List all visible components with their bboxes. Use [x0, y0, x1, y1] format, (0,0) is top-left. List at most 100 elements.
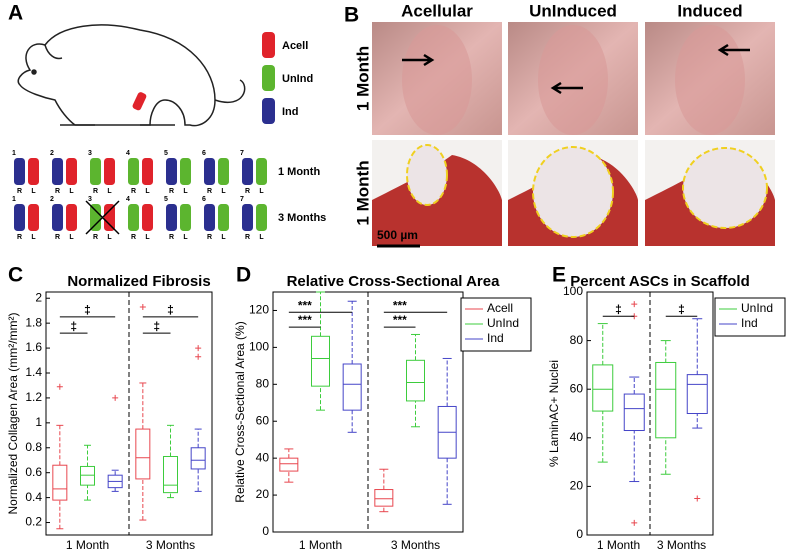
pair-number: 6	[202, 196, 206, 203]
box	[164, 456, 178, 492]
cylinder	[180, 204, 191, 231]
box	[624, 394, 644, 430]
legend-label: Acell	[487, 301, 513, 315]
panel-a: AcellUnIndInd1RL2RL3RL4RL5RL6RL7RL1 Mont…	[12, 32, 326, 241]
panel-label: E	[552, 264, 566, 287]
box-chart: CNormalized FibrosisNormalized Collagen …	[6, 264, 212, 552]
y-tick-label: 0.2	[25, 515, 42, 529]
box	[343, 364, 361, 410]
x-tick-label: 3 Months	[391, 538, 440, 552]
cylinder	[256, 204, 267, 231]
scaffold	[407, 145, 447, 205]
cylinder	[14, 158, 25, 185]
panel-label: B	[344, 4, 359, 27]
side-label: L	[69, 188, 74, 195]
y-tick-label: 1.6	[25, 340, 42, 354]
y-tick-label: 80	[570, 333, 584, 347]
chart-title: Percent ASCs in Scaffold	[570, 273, 750, 290]
outlier	[195, 345, 201, 351]
x-tick-label: 3 Months	[657, 538, 706, 552]
panel-label: A	[8, 2, 23, 25]
legend-cylinder	[262, 98, 275, 124]
outlier	[140, 304, 146, 310]
cylinder	[128, 204, 139, 231]
column-header: UnInduced	[529, 1, 617, 20]
side-label: R	[55, 188, 60, 195]
y-tick-label: 80	[256, 376, 270, 390]
pair-number: 2	[50, 150, 54, 157]
cylinder	[28, 204, 39, 231]
side-label: L	[221, 188, 226, 195]
y-tick-label: 100	[249, 340, 269, 354]
box	[191, 448, 205, 469]
row-label: 1 Month	[278, 166, 320, 178]
cylinder	[166, 204, 177, 231]
y-tick-label: 120	[249, 303, 269, 317]
cylinder	[166, 158, 177, 185]
implant	[132, 91, 148, 111]
muscle	[675, 25, 745, 135]
y-tick-label: 40	[256, 450, 270, 464]
cylinder	[66, 204, 77, 231]
significance-label: ‡	[84, 303, 91, 317]
panel-label: C	[8, 264, 23, 287]
pair-number: 7	[240, 150, 244, 157]
outlier	[631, 301, 637, 307]
cylinder	[90, 158, 101, 185]
side-label: L	[259, 188, 264, 195]
significance-label: ***	[393, 313, 407, 327]
y-tick-label: 100	[563, 284, 583, 298]
outlier	[112, 395, 118, 401]
cylinder	[104, 204, 115, 231]
y-tick-label: 0	[262, 524, 269, 538]
cylinder	[242, 158, 253, 185]
side-label: R	[17, 188, 22, 195]
y-tick-label: 0.4	[25, 490, 42, 504]
side-label: L	[69, 234, 74, 241]
cylinder	[66, 158, 77, 185]
y-tick-label: 2	[35, 290, 42, 304]
cylinder	[104, 158, 115, 185]
significance-label: ‡	[70, 319, 77, 333]
pair-number: 6	[202, 150, 206, 157]
side-label: L	[145, 188, 150, 195]
box	[136, 429, 150, 479]
outlier	[694, 496, 700, 502]
legend-label: Ind	[741, 316, 758, 330]
cylinder	[90, 204, 101, 231]
legend-label: Ind	[487, 331, 504, 345]
legend-label: UnInd	[741, 301, 773, 315]
side-label: L	[31, 234, 36, 241]
box	[407, 360, 425, 401]
cylinder	[52, 158, 63, 185]
side-label: R	[17, 234, 22, 241]
cylinder	[52, 204, 63, 231]
scaffold	[683, 148, 767, 228]
cylinder	[28, 158, 39, 185]
side-label: L	[221, 234, 226, 241]
scaffold	[533, 147, 613, 237]
box	[312, 336, 330, 386]
row-label: 3 Months	[278, 212, 326, 224]
pair-number: 7	[240, 196, 244, 203]
muscle	[538, 25, 608, 135]
box	[687, 375, 707, 414]
outlier	[195, 354, 201, 360]
side-label: L	[107, 188, 112, 195]
side-label: L	[145, 234, 150, 241]
significance-label: ‡	[153, 319, 160, 333]
y-tick-label: 20	[256, 487, 270, 501]
legend-label: Acell	[282, 40, 308, 52]
box-chart: EPercent ASCs in Scaffold% LaminAC+ Nucl…	[547, 264, 785, 552]
cylinder	[128, 158, 139, 185]
box	[53, 465, 67, 500]
side-label: R	[169, 234, 174, 241]
y-tick-label: 1	[35, 415, 42, 429]
panel-b: AcellularUnInducedInduced1 Month1 Month5…	[353, 1, 775, 246]
box	[375, 490, 393, 507]
charts: CNormalized FibrosisNormalized Collagen …	[6, 264, 785, 552]
cylinder	[242, 204, 253, 231]
side-label: R	[169, 188, 174, 195]
legend-label: UnInd	[282, 73, 313, 85]
